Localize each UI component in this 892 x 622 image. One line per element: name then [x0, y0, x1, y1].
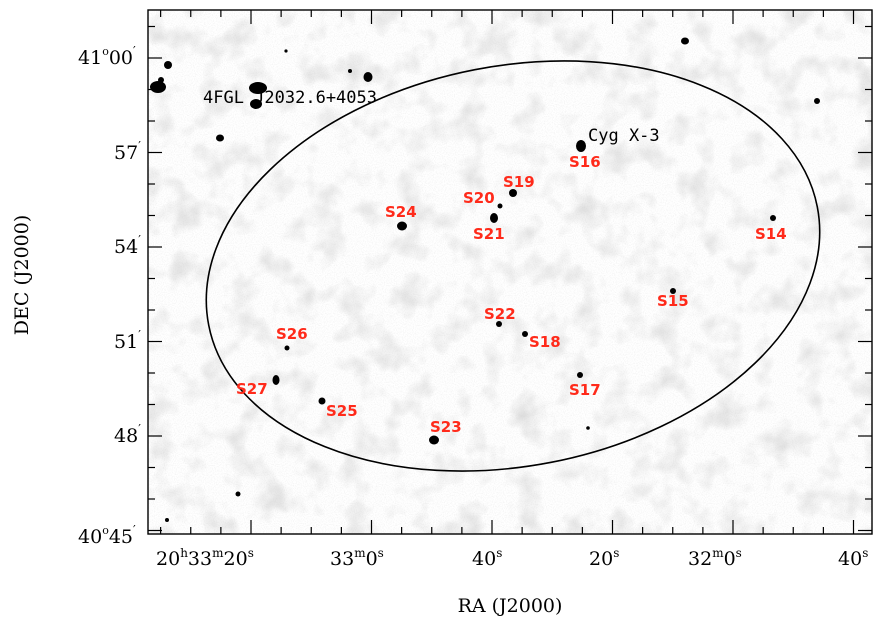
source-label: S25: [326, 402, 358, 420]
source-label: S15: [657, 292, 689, 310]
x-tick-label: 40s: [838, 546, 868, 570]
source-label: S27: [236, 380, 268, 398]
source-label: S23: [430, 418, 462, 436]
object-label-cygx3: Cyg X-3: [588, 126, 660, 146]
source-label: S20: [463, 189, 495, 207]
y-axis-title: DEC (J2000): [11, 215, 33, 335]
x-tick-label: 20s: [589, 546, 619, 570]
y-tick-label: 48′: [114, 422, 141, 447]
x-tick-label: 20h33m20s: [156, 546, 254, 570]
x-tick-label: 40s: [472, 546, 502, 570]
y-tick-label: 41o00′: [78, 44, 136, 69]
source-label: S14: [755, 225, 787, 243]
y-tick-label: 54′: [114, 233, 141, 258]
y-tick-label: 51′: [114, 328, 141, 353]
y-tick-label: 57′: [114, 139, 141, 164]
source-label: S24: [385, 203, 417, 221]
source-label: S18: [529, 333, 561, 351]
source-label: S21: [473, 225, 505, 243]
x-axis-title: RA (J2000): [458, 595, 563, 617]
source-label: S19: [503, 173, 535, 191]
source-markers: [272, 140, 776, 445]
plot-area: [148, 10, 872, 534]
source-label: S26: [276, 325, 308, 343]
y-tick-label: 40o45′: [78, 523, 136, 548]
source-label: S17: [569, 381, 601, 399]
x-tick-label: 33m0s: [330, 546, 384, 570]
object-label-4fgl: 4FGL J2032.6+4053: [203, 88, 377, 108]
source-label: S16: [569, 153, 601, 171]
plot-frame: [147, 9, 873, 535]
source-label: S22: [484, 305, 516, 323]
source-labels: S14 S15 S16 S17 S18 S19 S20 S21 S22 S23 …: [236, 153, 787, 436]
tick-marks: [148, 10, 872, 534]
x-tick-labels: 20h33m20s 33m0s 40s 20s 32m0s 40s: [156, 546, 868, 570]
y-tick-labels: 41o00′ 57′ 54′ 51′ 48′ 40o45′: [78, 44, 141, 548]
error-ellipse: [205, 60, 821, 472]
x-tick-label: 32m0s: [688, 546, 742, 570]
